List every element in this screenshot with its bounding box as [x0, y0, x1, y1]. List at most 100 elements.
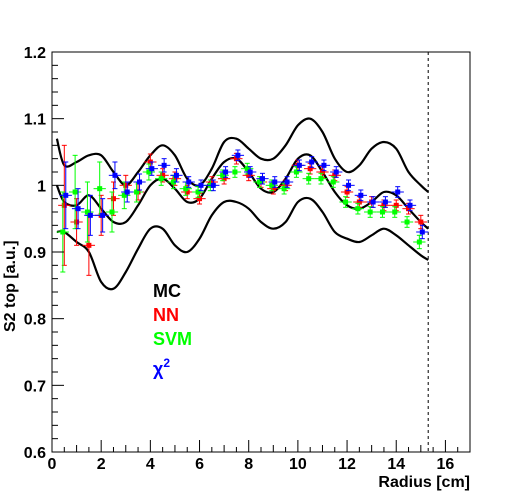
x-axis-title: Radius [cm] [378, 474, 470, 491]
data-point [134, 189, 140, 195]
data-point [395, 189, 401, 195]
data-point [183, 186, 189, 192]
data-point [158, 176, 164, 182]
data-point [161, 162, 167, 168]
data-point [367, 209, 373, 215]
data-point [272, 179, 278, 185]
data-point [75, 206, 81, 212]
data-point [269, 182, 275, 188]
data-point [330, 179, 336, 185]
x-tick-label: 0 [48, 456, 57, 473]
data-point [198, 182, 204, 188]
series-2 [59, 149, 429, 240]
data-point [319, 169, 325, 175]
x-tick-label: 10 [289, 456, 307, 473]
data-point [72, 189, 78, 195]
data-point [284, 179, 290, 185]
legend-chi2: χ2 [153, 356, 170, 379]
x-tick-label: 12 [338, 456, 356, 473]
data-point [197, 196, 203, 202]
data-point [418, 219, 424, 225]
data-point [195, 189, 201, 195]
data-point [307, 166, 313, 172]
x-tick-label: 4 [146, 456, 155, 473]
data-point [309, 159, 315, 165]
data-point [333, 169, 339, 175]
data-point [172, 176, 178, 182]
data-point [332, 172, 338, 178]
legend-group: MC NN SVM χ2 [153, 281, 192, 379]
mc-curve-lower [56, 196, 429, 291]
data-point [63, 192, 69, 198]
data-point [86, 242, 92, 248]
data-point [318, 176, 324, 182]
data-point [60, 229, 66, 235]
legend-svm: SVM [153, 329, 192, 349]
data-point [137, 179, 143, 185]
legend-mc: MC [153, 281, 181, 301]
data-point [379, 209, 385, 215]
x-tick-label: 8 [244, 456, 253, 473]
data-point [406, 206, 412, 212]
data-point [233, 156, 239, 162]
series-1 [56, 154, 426, 273]
data-point [370, 199, 376, 205]
x-tick-label: 6 [195, 456, 204, 473]
data-point [220, 172, 226, 178]
data-point [210, 182, 216, 188]
data-point [419, 229, 425, 235]
data-point [404, 219, 410, 225]
y-tick-label: 0.7 [24, 378, 46, 395]
data-point [87, 212, 93, 218]
data-point [244, 166, 250, 172]
data-point [293, 169, 299, 175]
data-point [112, 172, 118, 178]
legend-chi2-superscript: 2 [163, 356, 170, 370]
data-point [209, 179, 215, 185]
data-point [149, 166, 155, 172]
data-point [381, 202, 387, 208]
data-point [84, 209, 90, 215]
data-point [321, 162, 327, 168]
x-tick-label: 16 [437, 456, 455, 473]
x-tick-label: 2 [97, 456, 106, 473]
data-point [235, 152, 241, 158]
data-point [184, 189, 190, 195]
data-point [392, 209, 398, 215]
x-tick-label: 14 [387, 456, 405, 473]
data-point [382, 199, 388, 205]
data-point [283, 182, 289, 188]
data-point [393, 202, 399, 208]
data-point [100, 212, 106, 218]
data-point [281, 186, 287, 192]
data-point [306, 176, 312, 182]
y-tick-label: 0.6 [24, 445, 46, 462]
data-point [173, 172, 179, 178]
axes-group: 0 2 4 6 8 10 12 14 16 0.6 0.7 0.8 0.9 1 1.1 1.2 [24, 45, 471, 473]
data-point [146, 169, 152, 175]
data-point [221, 176, 227, 182]
y-tick-label: 1.2 [24, 45, 46, 62]
data-point [223, 169, 229, 175]
data-point [358, 192, 364, 198]
data-point [97, 186, 103, 192]
y-tick-label: 1.1 [24, 112, 46, 129]
data-point [74, 219, 80, 225]
data-point [160, 172, 166, 178]
data-point [407, 202, 413, 208]
plot-frame [51, 51, 471, 453]
data-point [259, 176, 265, 182]
data-point [232, 169, 238, 175]
legend-nn: NN [153, 305, 179, 325]
data-point [121, 192, 127, 198]
data-point [355, 206, 361, 212]
data-point [170, 179, 176, 185]
y-tick-label: 1 [37, 178, 46, 195]
data-point [124, 189, 130, 195]
data-point [257, 179, 263, 185]
data-point [296, 162, 302, 168]
series-group [56, 144, 429, 276]
data-point [186, 179, 192, 185]
data-point [416, 239, 422, 245]
